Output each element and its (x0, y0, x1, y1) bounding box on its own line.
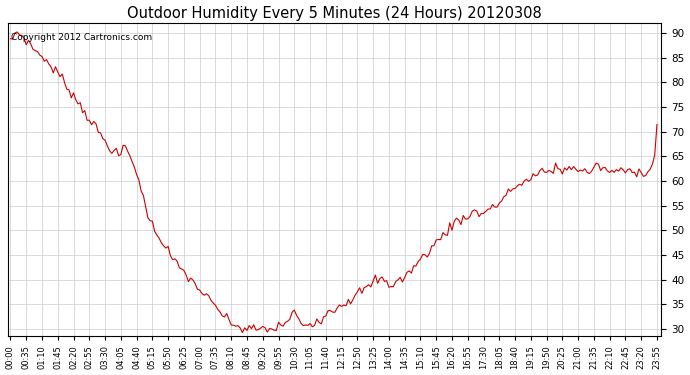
Text: Copyright 2012 Cartronics.com: Copyright 2012 Cartronics.com (12, 33, 152, 42)
Title: Outdoor Humidity Every 5 Minutes (24 Hours) 20120308: Outdoor Humidity Every 5 Minutes (24 Hou… (128, 6, 542, 21)
